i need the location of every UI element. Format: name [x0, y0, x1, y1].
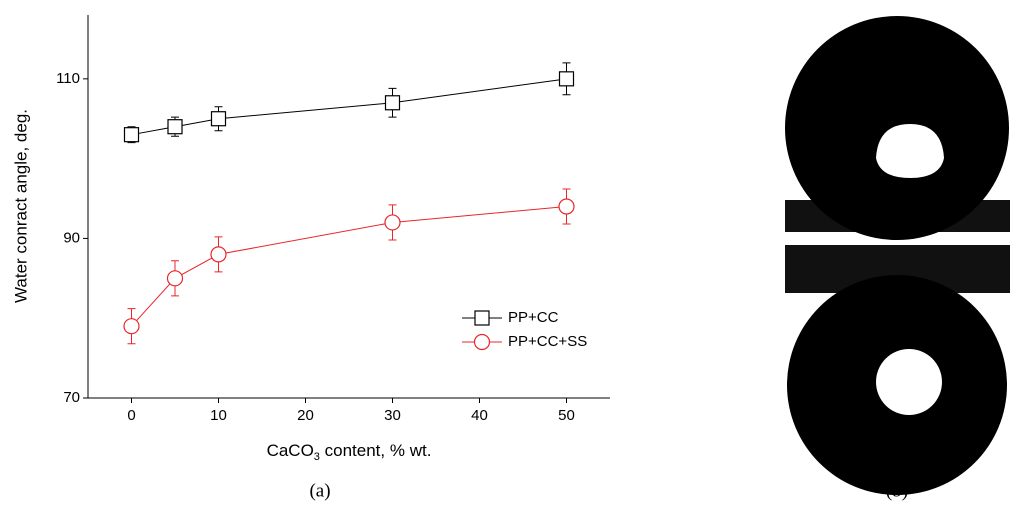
data-point	[166, 270, 184, 287]
x-tick-label: 20	[297, 407, 314, 424]
x-label-part: 3	[314, 451, 320, 463]
legend-marker	[473, 333, 491, 351]
legend-marker	[474, 310, 490, 326]
x-tick-label: 10	[210, 407, 227, 424]
panel-label: (a)	[309, 480, 330, 501]
legend-label: PP+CC	[508, 309, 559, 326]
data-point	[167, 119, 183, 135]
y-tick-label: 70	[63, 389, 80, 406]
y-tick-label: 90	[63, 229, 80, 246]
x-label-part: content, % wt.	[320, 441, 432, 460]
series-line	[131, 206, 567, 327]
x-tick-label: 0	[127, 407, 135, 424]
x-tick-label: 40	[471, 407, 488, 424]
x-tick-label: 30	[384, 407, 401, 424]
data-point	[558, 71, 575, 87]
data-point	[210, 111, 227, 127]
data-point	[384, 95, 401, 111]
highlight	[876, 349, 942, 415]
droplet-photo	[785, 16, 1010, 495]
x-axis-label: CaCO3 content, % wt.	[267, 441, 432, 462]
highlight	[876, 124, 944, 178]
data-point	[123, 127, 140, 143]
y-axis-label: Water conract angle, deg.	[11, 109, 30, 303]
series-line	[131, 78, 567, 136]
x-tick-label: 50	[558, 407, 575, 424]
y-tick-label: 110	[56, 70, 80, 87]
legend-label: PP+CC+SS	[508, 333, 587, 350]
data-point	[558, 198, 575, 215]
x-label-part: CaCO	[267, 441, 314, 460]
data-point	[384, 214, 401, 231]
data-point	[210, 246, 227, 263]
data-point	[123, 318, 140, 335]
